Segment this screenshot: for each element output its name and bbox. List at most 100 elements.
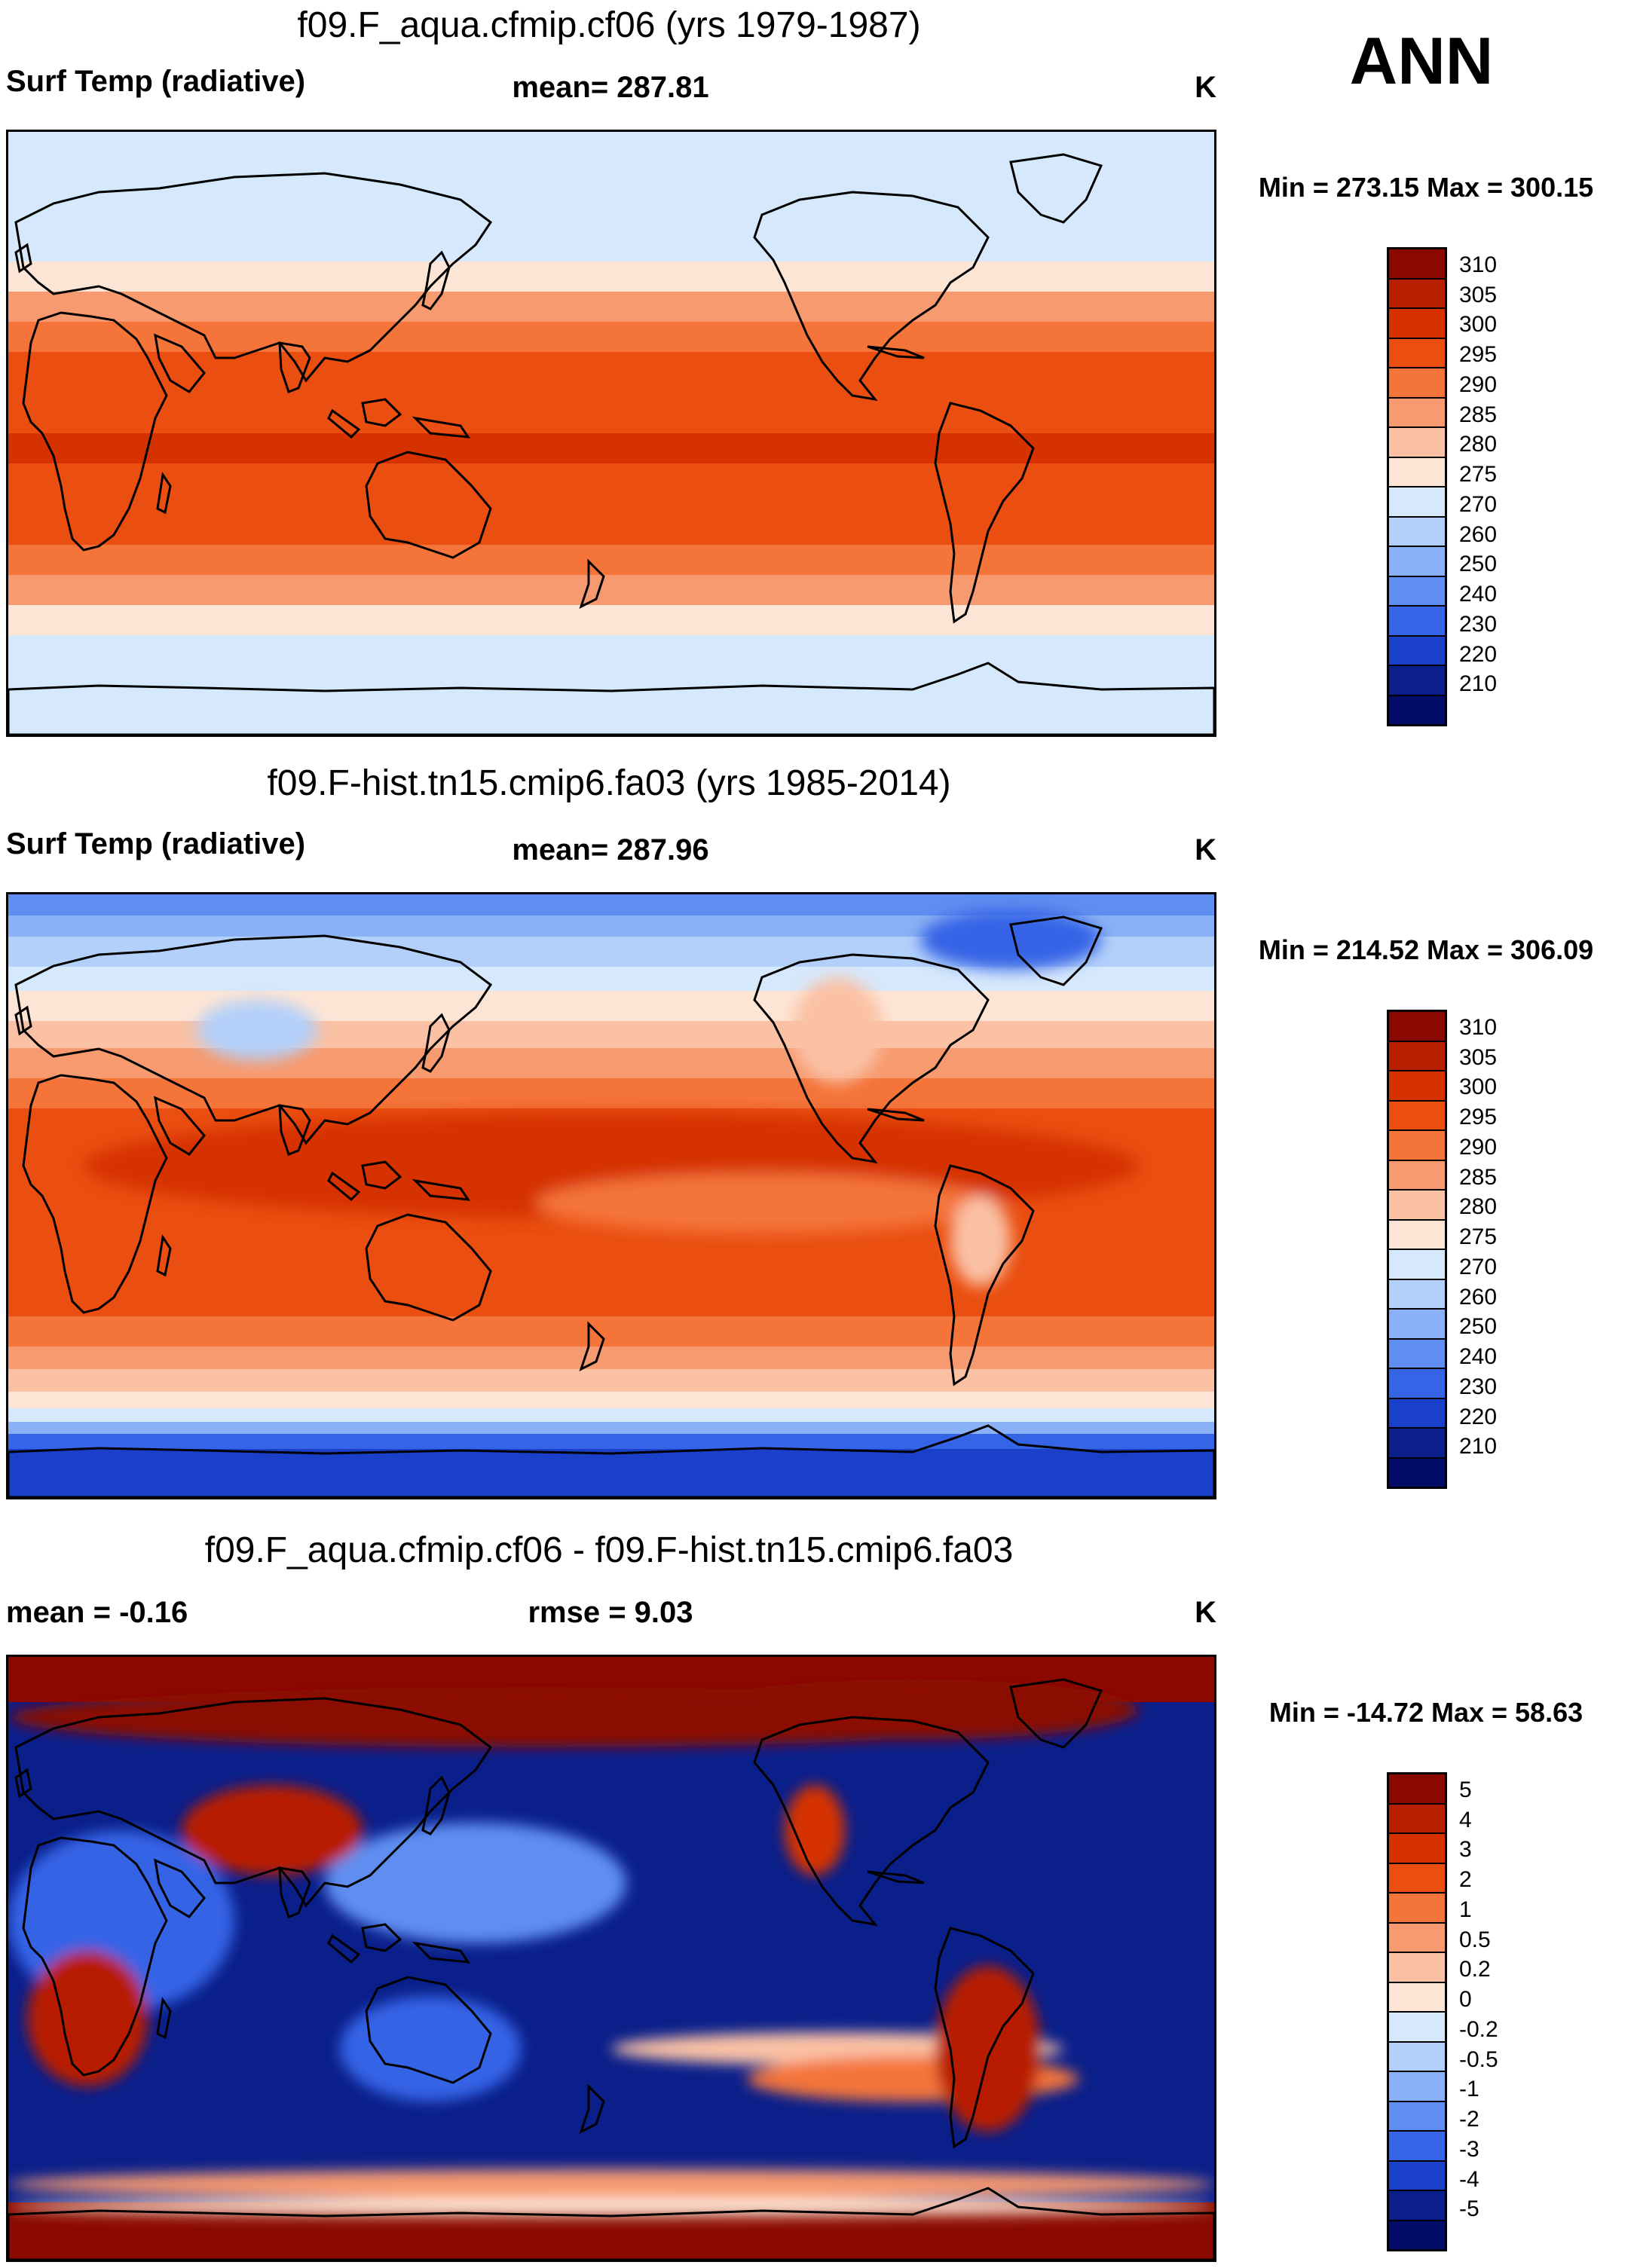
coastline — [867, 1870, 925, 1884]
colorbar-swatch — [1389, 1191, 1445, 1221]
colorbar-tick-label: 0.2 — [1459, 1957, 1491, 1982]
colorbar-swatch — [1389, 2101, 1445, 2132]
coastline — [934, 1927, 1035, 2149]
colorbar-tick-label: 300 — [1459, 1074, 1498, 1100]
colorbar-tick-label: 285 — [1459, 402, 1498, 427]
colorbar-swatch — [1389, 666, 1445, 696]
coastline — [156, 1996, 172, 2040]
coastline — [753, 953, 990, 1164]
coastline — [154, 1858, 206, 1918]
coastline — [278, 1104, 311, 1156]
colorbar-tick-label: -5 — [1459, 2196, 1479, 2222]
colorbar-swatch — [1389, 2161, 1445, 2191]
colorbar-swatch — [1389, 1310, 1445, 1340]
coastline — [1009, 915, 1103, 986]
colorbar-swatch — [1389, 1774, 1445, 1805]
season-label: ANN — [1349, 23, 1494, 98]
coastline — [156, 471, 172, 515]
panel3-units-label: K — [1195, 1596, 1216, 1629]
coastline — [412, 1178, 471, 1201]
colorbar-swatch — [1389, 457, 1445, 488]
colorbar-swatch — [1389, 1339, 1445, 1369]
colorbar-tick-label: -2 — [1459, 2107, 1479, 2132]
colorbar-tick-label: 230 — [1459, 1374, 1498, 1399]
colorbar-tick-label: 295 — [1459, 342, 1498, 368]
panel3-minmax: Min = -14.72 Max = 58.63 — [1268, 1697, 1584, 1728]
coastline — [8, 662, 1214, 735]
colorbar-swatch — [1389, 1834, 1445, 1864]
colorbar-swatch — [1389, 636, 1445, 666]
coastline — [8, 2187, 1214, 2260]
coastline — [867, 1108, 925, 1122]
colorbar-tick-label: 310 — [1459, 1014, 1498, 1040]
colorbar-swatch — [1389, 279, 1445, 309]
colorbar-swatch — [1389, 1041, 1445, 1071]
coastline — [361, 1923, 402, 1952]
panel2-temperature-field — [8, 894, 1214, 1497]
coastline — [1009, 1678, 1103, 1749]
coastline — [278, 341, 311, 393]
colorbar-swatch — [1389, 1279, 1445, 1310]
colorbar-tick-label: 280 — [1459, 432, 1498, 457]
colorbar-swatch — [1389, 607, 1445, 637]
panel3-rmse-label: rmse = 9.03 — [528, 1596, 693, 1629]
panel1-minmax: Min = 273.15 Max = 300.15 — [1258, 172, 1594, 203]
coastline — [22, 1074, 168, 1314]
coastline — [327, 408, 361, 439]
colorbar-tick-label: 305 — [1459, 282, 1498, 307]
panel2-variable-label: Surf Temp (radiative) — [6, 827, 306, 860]
colorbar-tick-label: 275 — [1459, 462, 1498, 488]
panel2-minmax: Min = 214.52 Max = 306.09 — [1258, 934, 1594, 965]
colorbar-swatch — [1389, 2221, 1445, 2249]
coastline — [412, 416, 471, 439]
colorbar-tick-label: 1 — [1459, 1897, 1472, 1922]
colorbar-swatch — [1389, 1131, 1445, 1161]
colorbar-tick-label: 290 — [1459, 371, 1498, 397]
panel2-title: f09.F-hist.tn15.cmip6.fa03 (yrs 1985-201… — [267, 763, 951, 803]
colorbar-swatch — [1389, 2132, 1445, 2162]
colorbar-swatch — [1389, 1250, 1445, 1280]
colorbar-swatch — [1389, 338, 1445, 368]
coastline — [361, 398, 402, 427]
coastline — [8, 1424, 1214, 1497]
coastline — [421, 250, 451, 310]
colorbar-tick-label: 305 — [1459, 1044, 1498, 1070]
colorbar-tick-label: 2 — [1459, 1867, 1472, 1893]
panel3-mean-label: mean = -0.16 — [6, 1596, 188, 1629]
coastline — [154, 333, 206, 393]
colorbar-swatch — [1389, 1982, 1445, 2013]
colorbar-swatch — [1389, 1863, 1445, 1894]
colorbar-swatch — [1389, 1012, 1445, 1042]
colorbar-swatch — [1389, 1160, 1445, 1191]
coastline — [421, 1775, 451, 1835]
coastline — [156, 1233, 172, 1277]
colorbar-swatch — [1389, 398, 1445, 428]
colorbar-tick-label: 310 — [1459, 252, 1498, 277]
colorbar-tick-label: 275 — [1459, 1224, 1498, 1250]
coastline — [421, 1013, 451, 1073]
coastline — [579, 558, 605, 609]
colorbar-swatch — [1389, 1953, 1445, 1983]
colorbar-tick-label: 4 — [1459, 1807, 1472, 1832]
coastline — [22, 1836, 168, 2077]
colorbar-tick-label: -0.2 — [1459, 2016, 1498, 2042]
colorbar-tick-label: -3 — [1459, 2136, 1479, 2162]
colorbar-swatch — [1389, 695, 1445, 724]
panel1-map — [6, 130, 1216, 737]
panel1-temperature-field — [8, 132, 1214, 735]
colorbar-swatch — [1389, 249, 1445, 280]
colorbar-swatch — [1389, 1101, 1445, 1131]
coastline — [365, 1213, 492, 1322]
colorbar-swatch — [1389, 1220, 1445, 1250]
panel1-units-label: K — [1195, 71, 1216, 104]
colorbar-tick-label: 210 — [1459, 1434, 1498, 1460]
colorbar-tick-label: 240 — [1459, 1344, 1498, 1370]
coastline — [14, 1768, 32, 1799]
panel1-mean-label: mean= 287.81 — [512, 71, 709, 104]
coastline — [14, 1697, 493, 1908]
colorbar-tick-label: 230 — [1459, 611, 1498, 637]
coastline — [934, 1164, 1035, 1386]
coastline — [579, 2083, 605, 2134]
colorbar-swatch — [1389, 368, 1445, 399]
colorbar-swatch — [1389, 428, 1445, 458]
